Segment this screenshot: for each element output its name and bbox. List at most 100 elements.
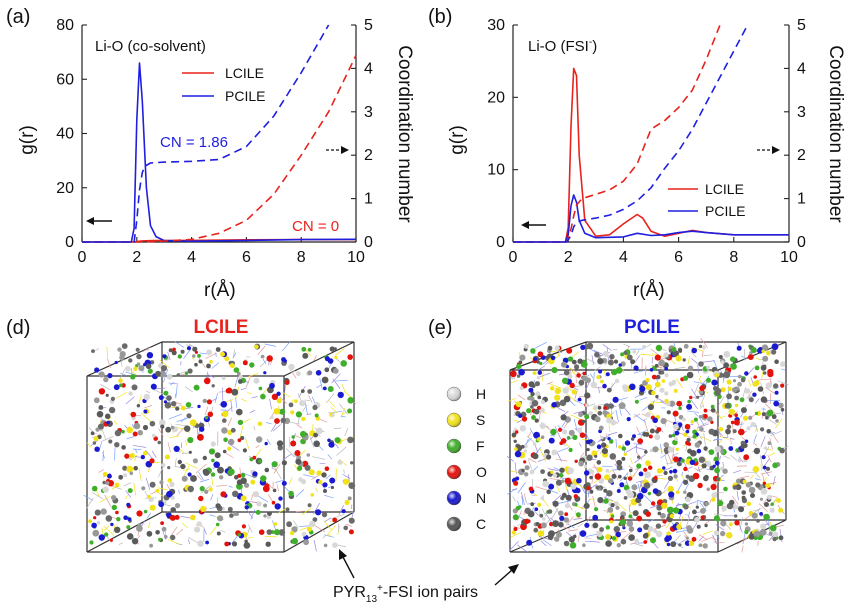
bond-stick xyxy=(772,476,776,485)
bond-stick xyxy=(509,541,519,551)
atom-sphere xyxy=(729,499,735,506)
y2-tick-label-b-5: 5 xyxy=(797,17,806,34)
bond-stick xyxy=(290,370,296,374)
bond-stick xyxy=(760,436,766,447)
atom-sphere xyxy=(645,412,651,418)
atom-sphere xyxy=(342,478,350,485)
atom-sphere xyxy=(770,502,774,506)
atom-sphere xyxy=(694,442,701,448)
atom-sphere xyxy=(582,419,586,424)
atom-sphere xyxy=(142,450,148,456)
atom-sphere xyxy=(550,470,554,474)
atom-sphere xyxy=(639,385,646,393)
atom-sphere xyxy=(752,381,758,387)
bond-stick xyxy=(113,420,118,425)
atom-sphere xyxy=(563,540,570,547)
legend-b-lcile-label: LCILE xyxy=(705,181,744,197)
atom-sphere xyxy=(302,352,309,359)
atom-sphere xyxy=(155,530,160,535)
atom-sphere xyxy=(769,524,777,532)
atom-sphere xyxy=(576,427,583,433)
atom-sphere xyxy=(669,513,675,519)
atom-sphere xyxy=(222,418,227,423)
bond-stick xyxy=(556,500,570,505)
atom-sphere xyxy=(511,530,516,535)
bond-stick xyxy=(345,523,353,527)
atom-sphere xyxy=(692,472,700,480)
atom-sphere xyxy=(623,452,627,456)
y2-tick-label-b-1: 1 xyxy=(797,191,806,208)
atom-sphere xyxy=(716,477,721,482)
atom-sphere xyxy=(307,347,312,352)
atom-sphere xyxy=(102,480,106,485)
bond-stick xyxy=(115,391,128,399)
bond-stick xyxy=(313,524,326,533)
bond-stick xyxy=(719,416,725,419)
atom-sphere xyxy=(682,358,686,362)
atom-sphere xyxy=(712,464,716,468)
atom-sphere xyxy=(322,482,328,488)
bond-stick xyxy=(761,370,764,380)
bond-stick xyxy=(675,378,683,389)
atom-sphere xyxy=(95,427,100,432)
atom-sphere xyxy=(664,366,668,371)
atom-sphere xyxy=(609,453,617,460)
bond-stick xyxy=(633,443,643,445)
atom-sphere xyxy=(649,368,654,372)
atom-sphere xyxy=(143,509,148,514)
atom-sphere xyxy=(224,541,230,547)
atom-sphere xyxy=(703,408,708,413)
ion-pair-rest: -FSI ion pairs xyxy=(383,584,478,601)
series-b-lcile xyxy=(513,67,789,243)
atom-sphere xyxy=(145,363,152,370)
bond-stick xyxy=(633,369,646,374)
bond-stick xyxy=(83,494,94,501)
atom-sphere xyxy=(610,503,615,508)
atom-sphere xyxy=(647,404,655,411)
atom-sphere xyxy=(347,496,352,501)
bond-stick xyxy=(591,355,594,365)
atom-sphere xyxy=(527,510,535,518)
atom-sphere xyxy=(729,522,733,527)
bond-stick xyxy=(295,489,305,497)
bond-stick xyxy=(325,474,331,480)
atom-sphere xyxy=(118,383,123,388)
atom-sphere xyxy=(236,479,243,486)
atom-sphere xyxy=(742,415,749,421)
atom-sphere xyxy=(668,491,675,498)
bond-stick xyxy=(636,426,640,433)
atom-sphere xyxy=(333,347,337,351)
atom-sphere xyxy=(549,386,555,391)
atom-sphere xyxy=(307,503,312,508)
atom-sphere xyxy=(701,345,707,350)
atom-sphere xyxy=(331,413,335,418)
atom-sphere xyxy=(298,477,303,482)
bond-stick xyxy=(276,484,279,492)
bond-stick xyxy=(144,405,153,409)
atom-sphere xyxy=(348,482,356,489)
bond-stick xyxy=(294,435,301,439)
y-tick-label-b-10: 10 xyxy=(487,162,505,179)
bond-stick xyxy=(327,454,333,460)
bond-stick xyxy=(548,383,562,389)
atom-sphere xyxy=(310,493,315,497)
bond-stick xyxy=(215,352,217,357)
atom-sphere xyxy=(114,442,120,448)
atom-sphere xyxy=(534,507,539,512)
atom-sphere xyxy=(537,530,545,537)
atom-sphere xyxy=(620,352,625,357)
atom-sphere xyxy=(285,507,290,512)
bond-stick xyxy=(253,425,256,431)
bond-stick xyxy=(293,464,299,472)
bond-stick xyxy=(580,484,586,495)
atom-sphere xyxy=(577,358,583,364)
bond-stick xyxy=(575,510,577,518)
atom-sphere xyxy=(196,521,202,527)
bond-stick xyxy=(568,529,578,532)
atom-sphere xyxy=(740,377,746,383)
atom-sphere xyxy=(529,469,535,475)
bond-stick xyxy=(142,347,151,352)
atom-sphere xyxy=(96,410,104,418)
atom-sphere xyxy=(651,390,656,396)
